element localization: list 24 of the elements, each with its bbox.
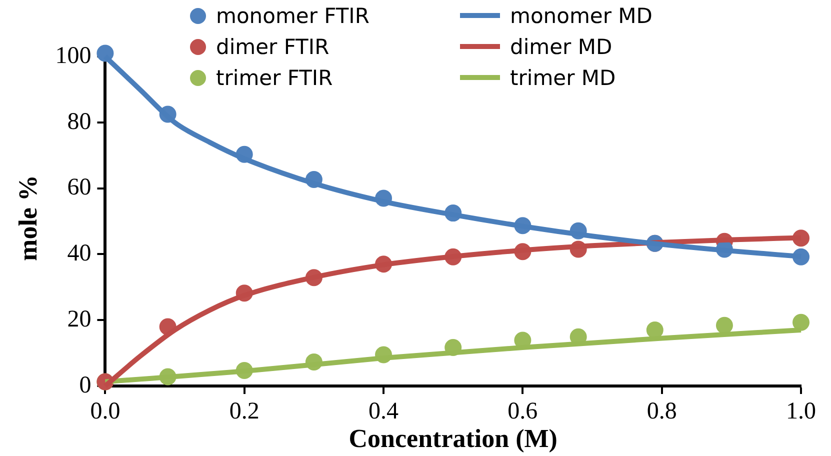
y-tick-label: 80	[67, 108, 92, 135]
legend-label: dimer MD	[510, 34, 612, 58]
y-tick-label: 0	[79, 372, 92, 398]
legend-label: trimer FTIR	[216, 66, 333, 90]
y-axis-title: mole %	[13, 175, 42, 261]
point	[96, 44, 114, 62]
y-tick-label: 20	[67, 306, 92, 332]
legend-label: monomer MD	[510, 4, 652, 28]
x-tick-label: 0.4	[368, 398, 399, 425]
legend-label: monomer FTIR	[216, 4, 370, 28]
legend-label: dimer FTIR	[216, 34, 330, 58]
y-tick-label: 60	[67, 174, 92, 201]
x-axis-title: Concentration (M)	[348, 424, 558, 454]
legend-label: trimer MD	[510, 66, 616, 90]
point	[646, 322, 664, 338]
x-tick-label: 0.2	[229, 398, 260, 425]
x-tick-label: 1.0	[786, 398, 816, 425]
point	[792, 314, 810, 331]
y-tick-label: 100	[55, 42, 92, 69]
y-tick-label: 40	[67, 240, 92, 267]
x-tick-label: 0.6	[508, 398, 538, 425]
x-tick-label: 0.0	[90, 398, 120, 425]
x-tick-label: 0.8	[646, 398, 677, 425]
point	[716, 316, 733, 334]
